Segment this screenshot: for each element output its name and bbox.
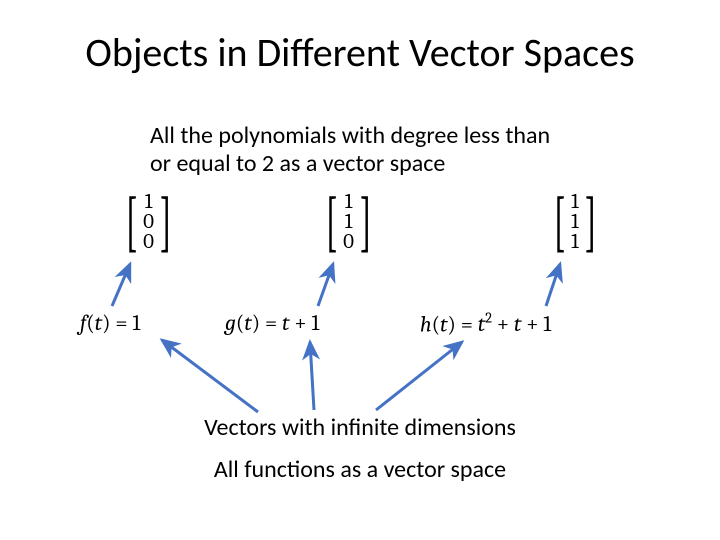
vector-1-row-1: 0: [143, 212, 154, 232]
caption-functions-space: All functions as a vector space: [0, 455, 720, 484]
func-f-rhs: 1: [132, 310, 140, 336]
vector-1: [ 1 0 0 ]: [120, 192, 177, 252]
slide-subtitle: All the polynomials with degree less tha…: [150, 122, 570, 177]
vector-2-row-2: 0: [343, 232, 354, 252]
arrow-caption-to-f: [162, 340, 258, 412]
arrow-h-to-v3: [546, 264, 560, 306]
func-h: h(t) = t2 + t + 1: [420, 310, 551, 337]
func-h-rhs: t2 + t + 1: [478, 311, 551, 337]
slide-title: Objects in Different Vector Spaces: [0, 28, 720, 77]
vector-2-row-0: 1: [343, 192, 354, 212]
caption-infinite-dims: Vectors with infinite dimensions: [0, 413, 720, 442]
arrow-caption-to-g: [310, 342, 314, 410]
vector-3-row-1: 1: [571, 212, 579, 232]
func-g-rhs: t + 1: [282, 310, 319, 336]
vector-2-row-1: 1: [343, 212, 354, 232]
vector-3-row-2: 1: [571, 232, 579, 252]
arrow-g-to-v2: [318, 264, 333, 306]
arrow-f-to-v1: [112, 264, 130, 306]
vector-1-row-2: 0: [143, 232, 154, 252]
vector-3-row-0: 1: [571, 192, 579, 212]
func-f: f(t) = 1: [80, 310, 140, 336]
vector-1-row-0: 1: [143, 192, 154, 212]
vector-3: [ 1 1 1 ]: [548, 192, 602, 252]
func-g: g(t) = t + 1: [225, 310, 319, 336]
vector-2: [ 1 1 0 ]: [320, 192, 377, 252]
arrow-caption-to-h: [376, 342, 462, 410]
